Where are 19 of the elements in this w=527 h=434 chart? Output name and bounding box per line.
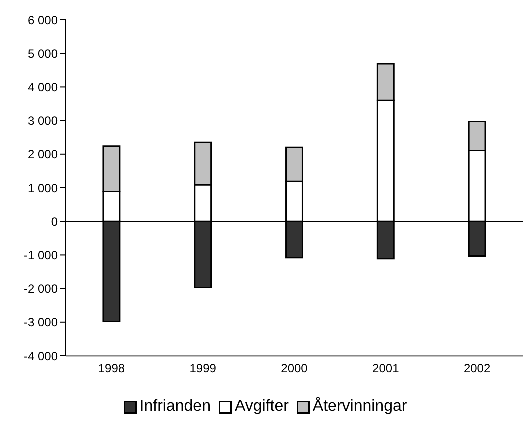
y-tick-label: 0 [51, 214, 58, 229]
y-tick-label: 1 000 [28, 181, 58, 196]
y-tick-label: -2 000 [24, 282, 58, 296]
y-tick-label: 3 000 [28, 114, 58, 128]
x-tick-label: 1999 [190, 362, 217, 376]
y-tick-label: -1 000 [24, 248, 58, 262]
y-tick-label: 4 000 [28, 80, 58, 94]
legend-label: Avgifter [234, 398, 289, 416]
legend-label: Infrianden [140, 398, 211, 416]
x-tick-label: 2002 [464, 362, 491, 376]
legend-label: Återvinningar [312, 398, 408, 416]
x-tick-label: 2001 [372, 362, 400, 376]
y-tick-label: -4 000 [24, 349, 58, 364]
y-tick-label: 5 000 [28, 46, 58, 61]
x-tick-label: 1998 [98, 362, 126, 376]
y-tick-label: 6 000 [28, 13, 58, 28]
y-tick-label: -3 000 [24, 316, 58, 330]
x-tick-label: 2000 [281, 362, 308, 376]
y-tick-label: 2 000 [28, 148, 58, 162]
